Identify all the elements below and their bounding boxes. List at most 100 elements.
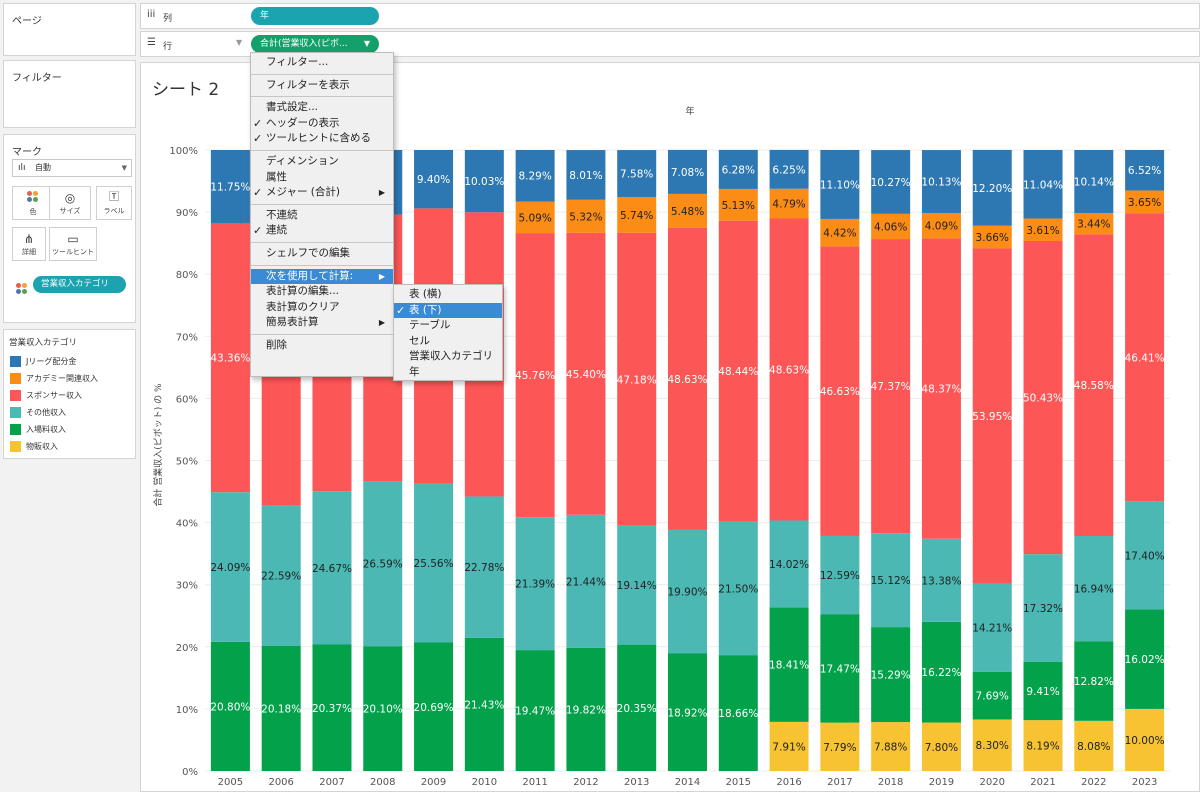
menu-item[interactable]: シェルフでの編集 xyxy=(251,246,393,261)
legend-item[interactable]: 入場料収入 xyxy=(10,424,66,438)
checkmark-icon: ✓ xyxy=(253,116,263,130)
menu-item-label: 連続 xyxy=(266,224,287,237)
checkmark-icon: ✓ xyxy=(253,186,263,200)
submenu-arrow-icon: ▶ xyxy=(378,188,385,198)
pages-title: ページ xyxy=(12,16,42,27)
submenu-item[interactable]: セル xyxy=(394,334,502,349)
menu-item-label: 表計算のクリア xyxy=(266,300,340,313)
menu-item-label: フィルター... xyxy=(266,56,329,68)
columns-pill[interactable]: 年 xyxy=(251,7,379,25)
legend-label: 物販収入 xyxy=(26,442,58,451)
rows-dropdown-icon[interactable]: ▼ xyxy=(236,38,243,47)
submenu-item[interactable]: 営業収入カテゴリ xyxy=(394,349,502,364)
legend-swatch xyxy=(10,424,21,435)
legend-label: スポンサー収入 xyxy=(26,391,82,400)
submenu-item-label: 表 (横) xyxy=(409,288,442,300)
legend-item[interactable]: Jリーグ配分金 xyxy=(10,356,76,370)
menu-item-label: ディメンション xyxy=(266,155,339,167)
legend-item[interactable]: 物販収入 xyxy=(10,441,58,455)
menu-item[interactable]: ✓ 連続 xyxy=(251,223,393,238)
color-button[interactable]: 色 xyxy=(12,186,54,220)
menu-item[interactable]: 表計算のクリア xyxy=(251,300,393,315)
menu-item[interactable]: フィルターを表示 xyxy=(251,78,393,93)
menu-separator xyxy=(251,334,393,335)
label-button[interactable]: 🅃 ラベル xyxy=(96,186,132,220)
chevron-down-icon: ▼ xyxy=(121,164,127,172)
menu-item[interactable]: 不連続 xyxy=(251,208,393,223)
color-field-pill-label: 営業収入カテゴリ xyxy=(41,279,110,289)
menu-separator xyxy=(251,242,393,243)
legend-item[interactable]: その他収入 xyxy=(10,407,66,421)
mark-type-dropdown[interactable]: ılı 自動 ▼ xyxy=(12,159,132,177)
submenu-item[interactable]: 年 xyxy=(394,365,502,380)
menu-item[interactable]: ✓ ツールヒントに含める xyxy=(251,131,393,146)
color-encoding-icon xyxy=(16,283,28,295)
legend-swatch xyxy=(10,390,21,401)
legend-item[interactable]: アカデミー関連収入 xyxy=(10,373,98,387)
menu-item-label: 簡易表計算 xyxy=(266,316,319,329)
rows-pill-label: 合計(営業収入(ピボ... xyxy=(260,39,348,49)
columns-label: 列 xyxy=(163,14,173,24)
legend-swatch xyxy=(10,441,21,452)
rows-label: 行 xyxy=(163,42,173,52)
color-label: 色 xyxy=(29,208,37,216)
legend-swatch xyxy=(10,407,21,418)
legend-card: 営業収入カテゴリ Jリーグ配分金アカデミー関連収入 スポンサー収入 その他収入入場料… xyxy=(3,329,136,459)
legend-swatch xyxy=(10,373,21,384)
rows-icon: ☰ xyxy=(147,37,156,48)
menu-item[interactable]: 属性 xyxy=(251,170,393,185)
rows-shelf[interactable]: ☰ 行 ▼ 合計(営業収入(ピボ... ▼ xyxy=(140,31,1200,57)
menu-item[interactable]: ディメンション xyxy=(251,154,393,169)
columns-shelf[interactable]: iii 列 年 xyxy=(140,3,1200,29)
menu-item[interactable]: フィルター... xyxy=(251,55,393,70)
color-field-pill[interactable]: 営業収入カテゴリ xyxy=(33,276,126,293)
detail-label: 詳細 xyxy=(22,248,36,256)
menu-separator xyxy=(251,150,393,151)
submenu-item-label: 営業収入カテゴリ xyxy=(409,350,493,363)
pill-dropdown-icon[interactable]: ▼ xyxy=(363,39,370,48)
bar-chart-icon: ılı xyxy=(18,163,26,173)
menu-item[interactable]: 簡易表計算 ▶ xyxy=(251,315,393,330)
pages-card[interactable]: ページ xyxy=(3,3,136,56)
menu-item[interactable]: 表計算の編集... xyxy=(251,284,393,299)
menu-separator xyxy=(251,203,393,205)
color-icon xyxy=(27,191,39,203)
size-icon: ◎ xyxy=(64,191,76,205)
menu-item[interactable]: 次を使用して計算: ▶ xyxy=(251,268,393,284)
rows-pill[interactable]: 合計(営業収入(ピボ... ▼ xyxy=(251,35,379,53)
text-icon: 🅃 xyxy=(109,192,119,203)
tooltip-icon: ▭ xyxy=(67,232,79,246)
legend-label: アカデミー関連収入 xyxy=(26,374,98,383)
menu-item-label: フィルターを表示 xyxy=(266,78,350,91)
tooltip-button[interactable]: ▭ ツールヒント xyxy=(49,227,97,261)
checkmark-icon: ✓ xyxy=(396,303,406,317)
submenu-item[interactable]: 表 (横) xyxy=(394,287,502,302)
mark-type-value: 自動 xyxy=(35,163,51,172)
submenu-arrow-icon: ▶ xyxy=(378,271,385,281)
submenu-item[interactable]: ✓ 表 (下) xyxy=(394,302,502,318)
detail-button[interactable]: ⋔ 詳細 xyxy=(12,227,46,261)
marks-card: マーク ılı 自動 ▼ 色 ◎ サイズ 🅃 ラベル ⋔ 詳細 ▭ ツールヒント… xyxy=(3,134,136,323)
sheet-title: シート 2 xyxy=(152,80,220,100)
legend-label: Jリーグ配分金 xyxy=(26,357,77,366)
submenu-item[interactable]: テーブル xyxy=(394,318,502,333)
menu-item[interactable]: 削除 xyxy=(251,338,393,353)
marks-title: マーク xyxy=(12,147,42,158)
tooltip-label: ツールヒント xyxy=(52,248,94,256)
checkmark-icon: ✓ xyxy=(253,132,263,146)
submenu-item-label: テーブル xyxy=(409,319,451,332)
menu-item-label: 表計算の編集... xyxy=(266,285,340,298)
menu-item[interactable]: ✓ ヘッダーの表示 xyxy=(251,116,393,131)
filters-title: フィルター xyxy=(12,73,62,84)
legend-item[interactable]: スポンサー収入 xyxy=(10,390,82,404)
filters-card[interactable]: フィルター xyxy=(3,60,136,128)
menu-item-label: メジャー (合計) xyxy=(266,186,341,199)
menu-item[interactable]: 書式設定... xyxy=(251,100,393,115)
menu-item-label: ヘッダーの表示 xyxy=(266,116,340,129)
legend-title: 営業収入カテゴリ xyxy=(9,338,78,348)
menu-item[interactable]: ✓ メジャー (合計) ▶ xyxy=(251,185,393,200)
columns-pill-label: 年 xyxy=(260,11,270,21)
legend-label: その他収入 xyxy=(26,408,66,417)
size-button[interactable]: ◎ サイズ xyxy=(49,186,91,220)
menu-item-label: ツールヒントに含める xyxy=(266,132,371,145)
